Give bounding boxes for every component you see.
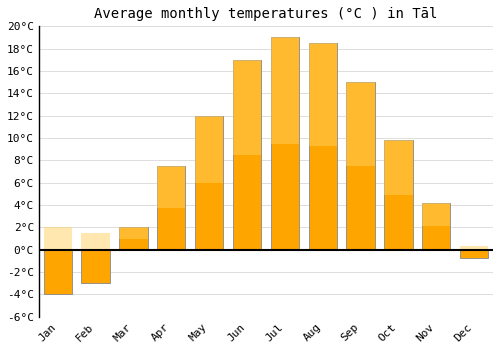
Bar [44, 228, 72, 250]
Bar [195, 116, 224, 250]
Bar [422, 203, 450, 250]
Bar [308, 43, 337, 146]
Bar [119, 228, 148, 250]
Bar [422, 203, 450, 226]
Title: Average monthly temperatures (°C ) in Tāl: Average monthly temperatures (°C ) in Tā… [94, 7, 438, 21]
Bar [384, 140, 412, 250]
Bar [460, 246, 488, 250]
Bar [233, 60, 261, 250]
Bar [346, 82, 375, 250]
Bar [384, 140, 412, 195]
Bar [270, 37, 299, 250]
Bar [233, 60, 261, 155]
Bar [308, 43, 337, 250]
Bar [195, 116, 224, 183]
Bar [346, 82, 375, 166]
Bar [82, 233, 110, 250]
Bar [82, 250, 110, 283]
Bar [460, 250, 488, 258]
Bar [119, 228, 148, 239]
Bar [157, 166, 186, 250]
Bar [270, 37, 299, 144]
Bar [44, 250, 72, 294]
Bar [157, 166, 186, 208]
